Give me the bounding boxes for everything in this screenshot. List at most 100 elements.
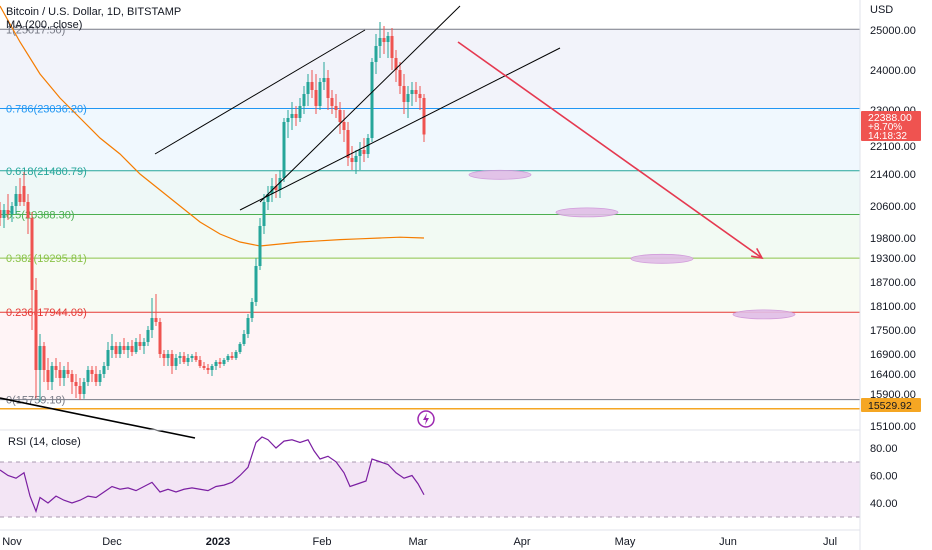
candle [266,186,270,210]
candle-body [374,46,378,62]
candle-body [254,266,258,302]
candle [10,202,14,222]
candle-body [362,150,366,154]
candle-body [38,346,42,370]
candle-body [286,118,290,122]
candle-body [226,356,230,360]
price-tick-label: 20600.00 [870,201,916,213]
time-tick-label: Mar [409,536,428,548]
candle [174,354,178,370]
candle-body [346,130,350,158]
candle [290,102,294,130]
flash-icon[interactable] [417,410,435,428]
candle [362,138,366,162]
candle-body [410,90,414,94]
support-price-badge: 15529.92 [861,398,921,412]
candle-body [322,78,326,82]
candle-body [338,110,342,122]
candle [238,342,242,354]
time-tick-label: Jun [719,536,737,548]
candle-body [246,318,250,334]
fib-label: 0.786(23036.20) [6,104,87,116]
downtrend-line [0,397,196,439]
candle-body [210,366,214,370]
candle [258,218,262,270]
candle-body [146,330,150,342]
fib-bands [0,29,860,400]
price-tick-label: 21400.00 [870,169,916,181]
candle-body [330,98,334,106]
candle-body [206,368,210,370]
candle [82,378,86,399]
candle-body [18,194,22,202]
candle [130,340,134,356]
candle-body [58,370,62,378]
candle-body [118,346,122,354]
candle-body [174,358,178,366]
candle-body [110,346,114,350]
candle-body [222,360,226,364]
candle [142,338,146,354]
candle-body [150,318,154,330]
candle [314,74,318,114]
candle [334,94,338,118]
candle-body [2,210,6,218]
fib-label: 1(25017.50) [6,24,65,36]
candle [374,34,378,74]
candle [366,134,370,158]
rsi-axis[interactable]: 80.00 60.00 40.00 [870,443,898,510]
live-countdown: 14:18:32 [868,131,907,142]
candle-body [418,94,422,98]
target-zone [732,309,796,320]
price-tick-label: 19800.00 [870,233,916,245]
price-tick-label: 17500.00 [870,325,916,337]
candle-body [402,86,406,102]
projection-arrow-head [751,247,764,260]
candle-body [114,346,118,354]
candle [390,28,394,70]
symbol-title[interactable]: Bitcoin / U.S. Dollar, 1D, BITSTAMP [6,6,181,18]
candle-body [126,346,130,350]
candle [202,362,206,370]
candle-body [366,138,370,154]
candle [182,352,186,364]
candle-body [342,122,346,130]
candle-body [358,150,362,156]
time-axis[interactable]: Nov Dec 2023 Feb Mar Apr May Jun Jul [2,536,837,548]
candle [294,106,298,126]
drawings[interactable] [0,5,764,439]
candle-body [274,186,278,190]
candle [122,338,126,354]
price-axis[interactable]: 25000.0024000.0023000.0022100.0021400.00… [870,25,916,433]
candle [302,86,306,114]
candle [346,122,350,166]
candle [42,342,46,382]
candle [38,334,42,402]
candle-body [142,342,146,346]
candle [162,350,166,366]
time-tick-label: 2023 [206,536,230,548]
candle-body [290,114,294,118]
candle-body [262,202,266,226]
candle [14,186,18,214]
price-tick-label: 16900.00 [870,349,916,361]
fib-band [0,312,860,400]
price-tick-label: 22100.00 [870,141,916,153]
fib-band [0,108,860,171]
time-tick-label: May [615,536,636,548]
candle [298,98,302,122]
ma-line-group [0,5,425,247]
candle [194,352,198,362]
ma-indicator-label[interactable]: MA (200, close) [6,19,82,31]
candle-body [202,366,206,368]
time-tick-label: Feb [313,536,332,548]
candle [214,360,218,370]
fib-band [0,258,860,313]
rsi-indicator-label[interactable]: RSI (14, close) [8,436,81,448]
rsi-band [0,462,860,517]
candle-body [138,342,142,346]
fib-label: 0(15759.18) [6,395,65,407]
candle-body [406,94,410,102]
candle-body [78,386,82,394]
